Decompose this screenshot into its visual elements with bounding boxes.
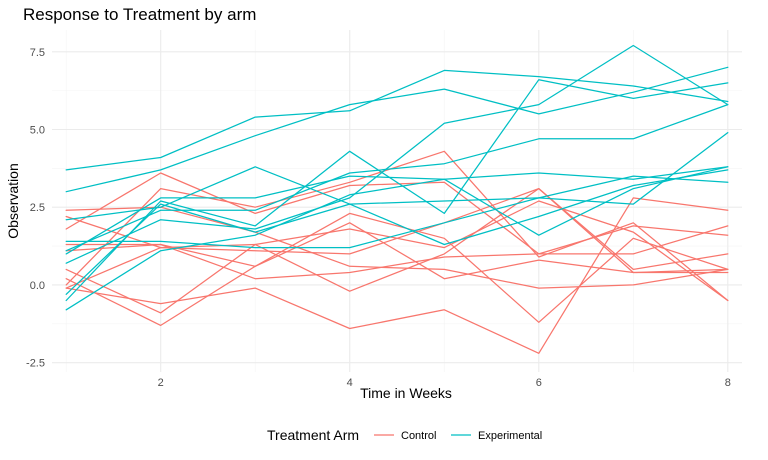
x-tick-label: 4 (347, 377, 353, 389)
legend-title: Treatment Arm (267, 427, 359, 443)
control-series-line (65, 222, 729, 327)
experimental-series-line (65, 166, 729, 311)
experimental-series-line (65, 175, 729, 249)
legend-label-experimental: Experimental (478, 430, 542, 442)
experimental-series-line (65, 166, 729, 246)
y-axis-title: Observation (5, 163, 21, 238)
legend: Treatment Arm Control Experimental (267, 427, 542, 443)
y-tick-label: 2.5 (30, 202, 45, 214)
y-tick-label: -2.5 (26, 358, 45, 370)
y-axis-ticks: -2.5 0.0 2.5 5.0 7.5 (26, 47, 45, 370)
x-axis-ticks: 2 4 6 8 (158, 377, 731, 389)
experimental-series-line (65, 79, 729, 302)
control-series-line (65, 172, 729, 255)
control-series-line (65, 225, 729, 280)
experimental-series-line (65, 69, 729, 171)
y-tick-label: 0.0 (30, 280, 45, 292)
x-tick-label: 8 (725, 377, 731, 389)
y-tick-label: 5.0 (30, 124, 45, 136)
experimental-series-line (65, 44, 729, 264)
series-lines (65, 44, 729, 354)
experimental-series-line (65, 103, 729, 252)
y-tick-label: 7.5 (30, 47, 45, 59)
x-tick-label: 6 (536, 377, 542, 389)
legend-label-control: Control (401, 430, 436, 442)
control-series-line (65, 197, 729, 354)
control-series-line (65, 206, 729, 289)
experimental-series-line (65, 131, 729, 295)
chart-title: Response to Treatment by arm (23, 5, 256, 24)
control-series-line (65, 187, 729, 271)
x-axis-title: Time in Weeks (360, 385, 452, 401)
experimental-series-line (65, 166, 729, 255)
control-series-line (65, 150, 729, 302)
x-tick-label: 2 (158, 377, 164, 389)
